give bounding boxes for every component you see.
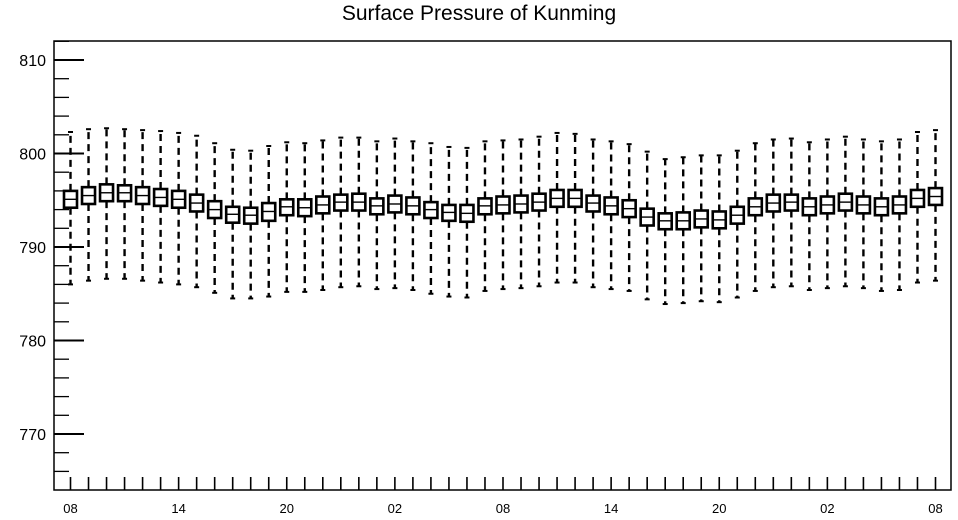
- chart-title: Surface Pressure of Kunming: [341, 2, 617, 25]
- y-tick-label: 770: [19, 427, 46, 444]
- x-tick-label: 02: [388, 501, 402, 516]
- x-tick-label: 14: [604, 501, 618, 516]
- x-tick-label: 14: [171, 501, 185, 516]
- x-tick-label: 02: [820, 501, 834, 516]
- y-tick-label: 790: [19, 240, 46, 257]
- y-tick-label: 780: [19, 334, 46, 351]
- y-tick-label: 810: [19, 53, 46, 70]
- x-tick-label: 08: [63, 501, 77, 516]
- x-tick-label: 20: [712, 501, 726, 516]
- y-tick-label: 800: [19, 147, 46, 164]
- x-tick-label: 20: [280, 501, 294, 516]
- x-tick-label: 08: [928, 501, 942, 516]
- x-tick-label: 08: [496, 501, 510, 516]
